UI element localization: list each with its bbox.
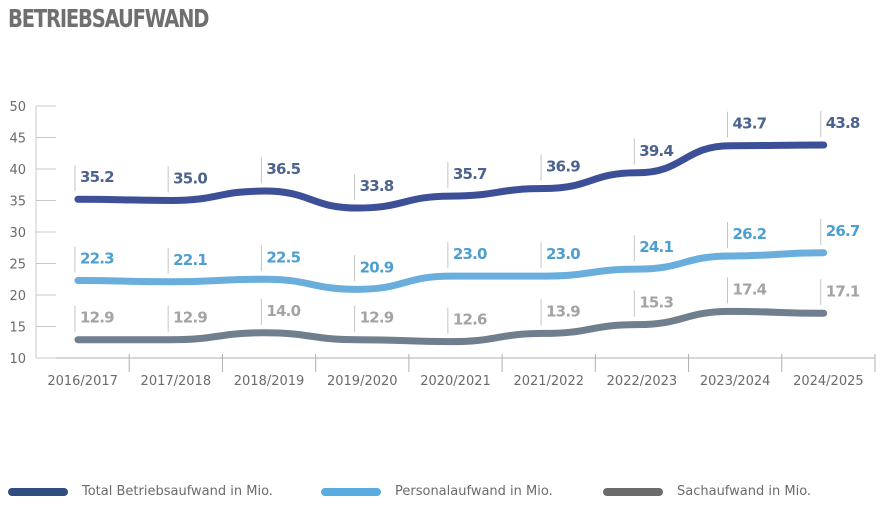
line-chart: 10 15 20 25 30 35 40 45 50 2016/2017 2017/2018 2018… bbox=[9, 100, 876, 389]
legend-swatch-personal bbox=[321, 487, 381, 496]
y-tick-label: 30 bbox=[9, 226, 26, 241]
x-tick-label: 2018/2019 bbox=[234, 374, 305, 389]
data-label: 43.7 bbox=[733, 115, 767, 133]
y-tick-label: 45 bbox=[9, 132, 26, 147]
data-label: 23.0 bbox=[453, 245, 487, 263]
y-tick-label: 40 bbox=[9, 163, 26, 178]
data-label: 20.9 bbox=[360, 258, 394, 276]
data-label: 33.8 bbox=[360, 177, 394, 195]
data-label: 39.4 bbox=[639, 142, 673, 160]
x-tick-label: 2021/2022 bbox=[513, 374, 584, 389]
value-labels: 35.2 35.0 36.5 33.8 35.7 36.9 39.4 43.7 43.8 22.3… bbox=[74, 111, 861, 334]
data-label: 22.5 bbox=[266, 248, 300, 266]
x-tick-label: 2020/2021 bbox=[420, 374, 491, 389]
legend-label-sach: Sachaufwand in Mio. bbox=[677, 484, 812, 499]
x-tick-label: 2024/2025 bbox=[793, 374, 864, 389]
data-label: 12.9 bbox=[360, 309, 394, 327]
legend-label-personal: Personalaufwand in Mio. bbox=[395, 484, 553, 499]
data-label: 26.7 bbox=[826, 222, 860, 240]
y-tick-label: 20 bbox=[9, 289, 26, 304]
series-line-0 bbox=[74, 141, 828, 212]
data-label: 22.1 bbox=[173, 251, 207, 269]
data-label: 43.8 bbox=[826, 114, 860, 132]
y-tick-label: 50 bbox=[9, 100, 26, 115]
legend-item-total: Total Betriebsaufwand in Mio. bbox=[8, 484, 273, 499]
x-tick-label: 2023/2024 bbox=[700, 374, 771, 389]
y-tick-label: 25 bbox=[9, 258, 26, 273]
x-tick-label: 2017/2018 bbox=[141, 374, 212, 389]
data-label: 35.0 bbox=[173, 170, 207, 188]
data-label: 35.2 bbox=[80, 168, 114, 186]
data-label: 17.1 bbox=[826, 282, 860, 300]
axes: 10 15 20 25 30 35 40 45 50 2016/2017 2017/2018 2018… bbox=[9, 100, 876, 389]
y-tick-label: 35 bbox=[9, 195, 26, 210]
series-layer bbox=[74, 141, 828, 346]
data-label: 15.3 bbox=[639, 294, 673, 312]
data-label: 24.1 bbox=[639, 238, 673, 256]
legend-label-total: Total Betriebsaufwand in Mio. bbox=[82, 484, 273, 499]
x-tick-label: 2016/2017 bbox=[47, 374, 118, 389]
legend-swatch-sach bbox=[603, 487, 663, 496]
legend-item-sach: Sachaufwand in Mio. bbox=[603, 484, 811, 499]
data-label: 22.3 bbox=[80, 250, 114, 268]
legend-swatch-total bbox=[8, 487, 68, 496]
series-line-1 bbox=[74, 249, 828, 293]
series-line-2 bbox=[74, 307, 828, 346]
legend-item-personal: Personalaufwand in Mio. bbox=[321, 484, 553, 499]
data-label: 26.2 bbox=[733, 225, 767, 243]
data-label: 12.9 bbox=[80, 309, 114, 327]
x-tick-label: 2019/2020 bbox=[327, 374, 398, 389]
y-tick-label: 15 bbox=[9, 321, 26, 336]
legend: Total Betriebsaufwand in Mio. Personalau… bbox=[0, 484, 883, 504]
y-tick-label: 10 bbox=[9, 352, 26, 367]
data-label: 23.0 bbox=[546, 245, 580, 263]
data-label: 14.0 bbox=[266, 302, 300, 320]
chart-title: BETRIEBSAUFWAND bbox=[8, 4, 209, 33]
data-label: 17.4 bbox=[733, 280, 767, 298]
data-label: 36.9 bbox=[546, 158, 580, 176]
data-label: 13.9 bbox=[546, 302, 580, 320]
data-label: 35.7 bbox=[453, 165, 487, 183]
data-label: 12.6 bbox=[453, 311, 487, 329]
x-tick-label: 2022/2023 bbox=[607, 374, 678, 389]
data-label: 12.9 bbox=[173, 309, 207, 327]
data-label: 36.5 bbox=[266, 160, 300, 178]
